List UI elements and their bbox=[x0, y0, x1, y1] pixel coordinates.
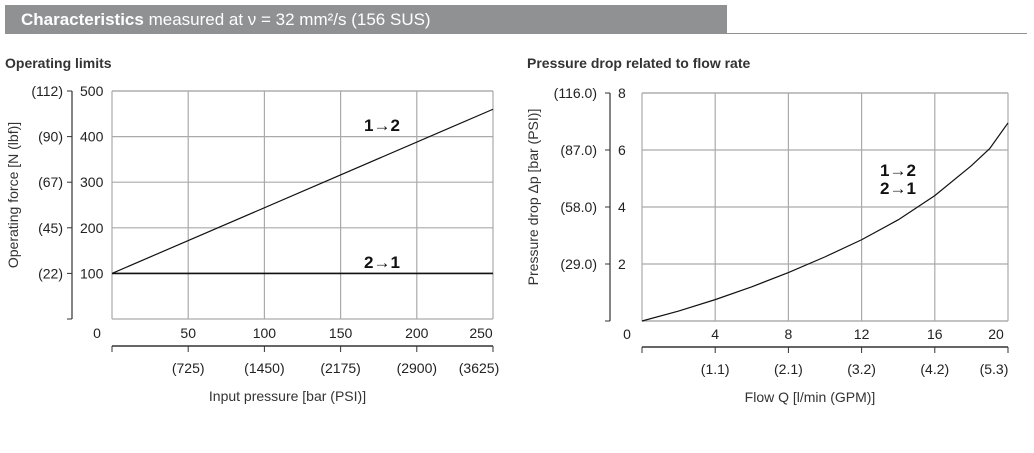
chart2-title: Pressure drop related to flow rate bbox=[527, 55, 751, 71]
y-tick-label-secondary: (87.0) bbox=[560, 142, 597, 158]
section-title: Characteristics bbox=[21, 10, 144, 29]
section-subtitle: measured at ν = 32 mm²/s (156 SUS) bbox=[148, 10, 431, 29]
x-tick-label-secondary: (2.1) bbox=[774, 361, 803, 377]
y-tick-label: 2 bbox=[618, 256, 626, 272]
x-tick-label-secondary: (1450) bbox=[244, 360, 284, 376]
zero-label: 0 bbox=[623, 326, 631, 342]
x-tick-label-secondary: (1.1) bbox=[701, 361, 730, 377]
y-tick-label-secondary: (116.0) bbox=[554, 85, 597, 101]
x-tick-label: 50 bbox=[180, 325, 196, 341]
series-annotation: 1→2 bbox=[364, 116, 400, 135]
y-tick-label: 500 bbox=[80, 83, 104, 99]
y-tick-label: 200 bbox=[80, 220, 104, 236]
y-tick-label: 6 bbox=[618, 142, 626, 158]
x-tick-label-secondary: (2175) bbox=[320, 360, 360, 376]
y-tick-label-secondary: (67) bbox=[38, 174, 63, 190]
series-line bbox=[111, 108, 494, 274]
y-tick-label: 300 bbox=[80, 174, 104, 190]
x-tick-label-secondary: (3625) bbox=[459, 360, 499, 376]
zero-label: 0 bbox=[93, 325, 101, 341]
x-axis-label: Flow Q [l/min (GPM)] bbox=[745, 389, 876, 405]
y-tick-label: 100 bbox=[80, 265, 104, 281]
x-tick-label-secondary: (725) bbox=[172, 360, 205, 376]
x-tick-label: 4 bbox=[711, 326, 719, 342]
series-line bbox=[641, 122, 1009, 322]
y-tick-label-secondary: (45) bbox=[38, 220, 63, 236]
x-tick-label: 150 bbox=[329, 325, 353, 341]
y-tick-label: 8 bbox=[618, 85, 626, 101]
x-tick-label-secondary: (3.2) bbox=[847, 361, 876, 377]
x-tick-label: 8 bbox=[785, 326, 793, 342]
x-tick-label: 20 bbox=[988, 326, 1004, 342]
y-tick-label-secondary: (90) bbox=[38, 129, 63, 145]
x-tick-label: 16 bbox=[927, 326, 943, 342]
x-tick-label: 100 bbox=[253, 325, 277, 341]
x-tick-label: 250 bbox=[469, 325, 493, 341]
series-annotation: 2→1 bbox=[880, 179, 916, 198]
y-tick-label: 400 bbox=[80, 129, 104, 145]
series-annotation: 2→1 bbox=[364, 253, 400, 272]
y-tick-label: 4 bbox=[618, 199, 626, 215]
x-tick-label-secondary: (2900) bbox=[397, 360, 437, 376]
y-tick-label-secondary: (29.0) bbox=[560, 256, 597, 272]
y-tick-label-secondary: (58.0) bbox=[560, 199, 597, 215]
y-axis-label: Operating force [N (lbf)] bbox=[5, 122, 21, 268]
series-annotation: 1→2 bbox=[880, 161, 916, 180]
y-tick-label-secondary: (112) bbox=[31, 83, 63, 99]
header-rule bbox=[727, 33, 1027, 34]
x-axis-label: Input pressure [bar (PSI)] bbox=[209, 388, 366, 404]
y-axis-label: Pressure drop Δp [bar (PSI)] bbox=[525, 109, 541, 286]
x-tick-label-secondary: (5.3) bbox=[980, 361, 1009, 377]
y-tick-label-secondary: (22) bbox=[38, 265, 63, 281]
section-header: Characteristics measured at ν = 32 mm²/s… bbox=[5, 5, 1027, 34]
chart1-title: Operating limits bbox=[5, 55, 112, 71]
x-tick-label: 12 bbox=[854, 326, 870, 342]
x-tick-label-secondary: (4.2) bbox=[920, 361, 949, 377]
x-tick-label: 200 bbox=[405, 325, 429, 341]
